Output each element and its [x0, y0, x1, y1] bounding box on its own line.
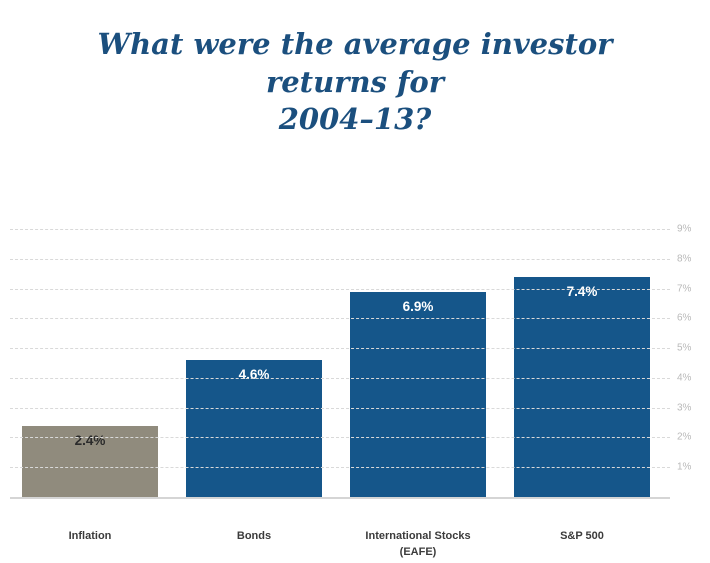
bar-chart: 2.4% 4.6% 6.9% 7.4% 1% 2% 3% 4% 5% 6% 7% 8% 9% Infl… — [10, 217, 700, 561]
value-label-inflation: 2.4% — [74, 432, 106, 448]
y-tick-label-9%: 9% — [677, 223, 692, 235]
gridline-8% — [10, 258, 670, 260]
chart-page: What were the average investor returns f… — [0, 26, 710, 563]
bar-inflation: 2.4% — [22, 425, 158, 498]
value-label-bonds: 4.6% — [238, 367, 270, 383]
gridline-1% — [10, 467, 670, 469]
category-label-international-stocks-eafe: International Stocks (EAFE) — [365, 530, 471, 558]
gridline-6% — [10, 318, 670, 320]
y-tick-label-5%: 5% — [677, 342, 692, 354]
bar-bonds: 4.6% — [186, 360, 322, 498]
bar-international-stocks-eafe: 6.9% — [350, 291, 486, 498]
chart-title: What were the average investor returns f… — [38, 26, 672, 139]
y-tick-label-4%: 4% — [677, 372, 692, 384]
chart-title-line2: 2004–13? — [278, 102, 432, 137]
y-tick-label-1%: 1% — [677, 461, 692, 473]
y-tick-label-2%: 2% — [677, 431, 692, 443]
category-label-s-p-500: S&P 500 — [560, 530, 604, 543]
y-tick-label-7%: 7% — [677, 283, 692, 295]
bar-s-p-500: 7.4% — [514, 276, 650, 498]
gridline-4% — [10, 377, 670, 379]
category-label-bonds: Bonds — [236, 530, 272, 543]
y-tick-label-8%: 8% — [677, 253, 692, 265]
chart-title-line1: What were the average investor returns f… — [97, 27, 613, 99]
gridline-2% — [10, 437, 670, 439]
gridline-7% — [10, 288, 670, 290]
value-label-s-p-500: 7.4% — [566, 283, 598, 299]
value-label-international-stocks-eafe: 6.9% — [402, 298, 434, 314]
bars-container: 2.4% 4.6% 6.9% 7.4% — [22, 217, 650, 498]
gridline-3% — [10, 407, 670, 409]
plot-area: 2.4% 4.6% 6.9% 7.4% 1% 2% 3% 4% 5% 6% 7% 8% 9% — [10, 217, 691, 500]
y-tick-label-6%: 6% — [677, 312, 692, 324]
x-axis-labels: Inflation Bonds International Stocks (EAFE… — [22, 529, 650, 561]
gridline-5% — [10, 348, 670, 350]
y-tick-label-3%: 3% — [677, 402, 692, 414]
gridline-9% — [10, 228, 670, 230]
category-label-inflation: Inflation — [68, 530, 112, 543]
